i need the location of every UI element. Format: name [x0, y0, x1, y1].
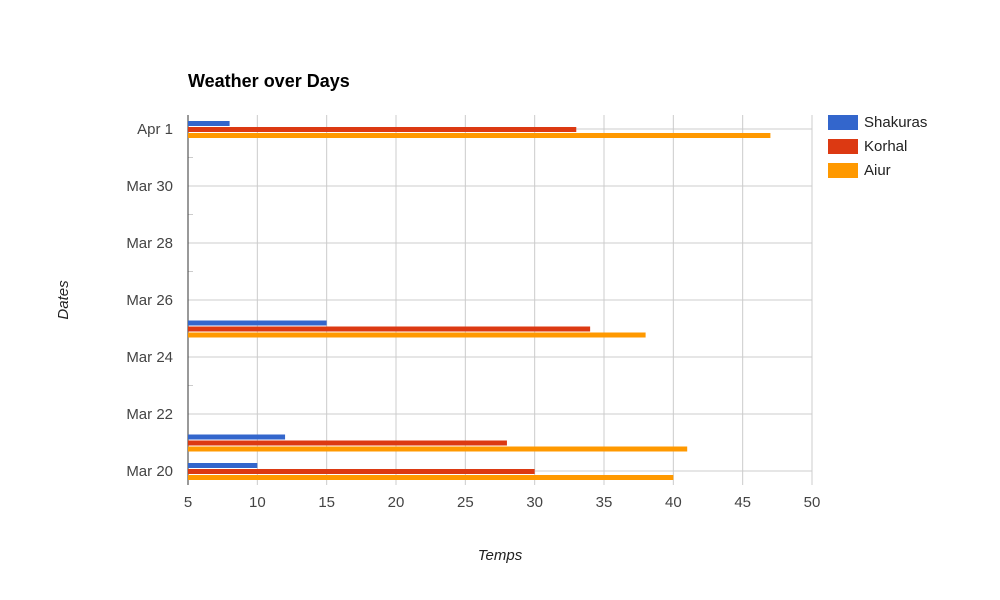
legend-label-aiur: Aiur: [864, 162, 891, 179]
bars: [188, 121, 771, 480]
y-axis-title: Dates: [55, 280, 72, 320]
bar-korhal: [188, 326, 591, 332]
x-tick-label: 35: [596, 494, 613, 511]
bar-shakuras: [188, 463, 258, 468]
legend: Shakuras Korhal Aiur: [828, 114, 927, 179]
bar-aiur: [188, 133, 771, 138]
bar-aiur: [188, 332, 646, 338]
y-tick-label: Mar 26: [126, 292, 173, 309]
x-axis-title: Temps: [478, 547, 523, 564]
x-tick-label: 45: [734, 494, 751, 511]
chart-title: Weather over Days: [188, 71, 350, 91]
legend-swatch-aiur: [828, 163, 858, 178]
y-tick-label: Mar 28: [126, 235, 173, 252]
x-tick-label: 25: [457, 494, 474, 511]
y-tick-label: Mar 30: [126, 178, 173, 195]
bar-korhal: [188, 440, 507, 446]
bar-korhal: [188, 127, 577, 132]
y-tick-label: Mar 24: [126, 349, 173, 366]
y-tick-label: Apr 1: [137, 121, 173, 138]
legend-swatch-shakuras: [828, 115, 858, 130]
y-tick-label: Mar 22: [126, 406, 173, 423]
x-tick-label: 5: [184, 494, 192, 511]
bar-aiur: [188, 446, 688, 452]
bar-shakuras: [188, 434, 286, 440]
x-tick-label: 10: [249, 494, 266, 511]
y-tick-label: Mar 20: [126, 463, 173, 480]
bar-korhal: [188, 469, 535, 474]
x-tick-label: 40: [665, 494, 682, 511]
x-tick-label: 30: [526, 494, 543, 511]
bar-shakuras: [188, 121, 230, 126]
legend-swatch-korhal: [828, 139, 858, 154]
bar-aiur: [188, 475, 674, 480]
x-tick-label: 50: [804, 494, 821, 511]
legend-label-korhal: Korhal: [864, 138, 907, 155]
tick-labels: 5 10 15 20 25 30 35 40 45 50 Mar 20 Mar 22 Mar 24 Mar…: [126, 121, 820, 511]
legend-label-shakuras: Shakuras: [864, 114, 927, 131]
bar-shakuras: [188, 320, 327, 326]
x-tick-label: 20: [388, 494, 405, 511]
x-tick-label: 15: [318, 494, 335, 511]
